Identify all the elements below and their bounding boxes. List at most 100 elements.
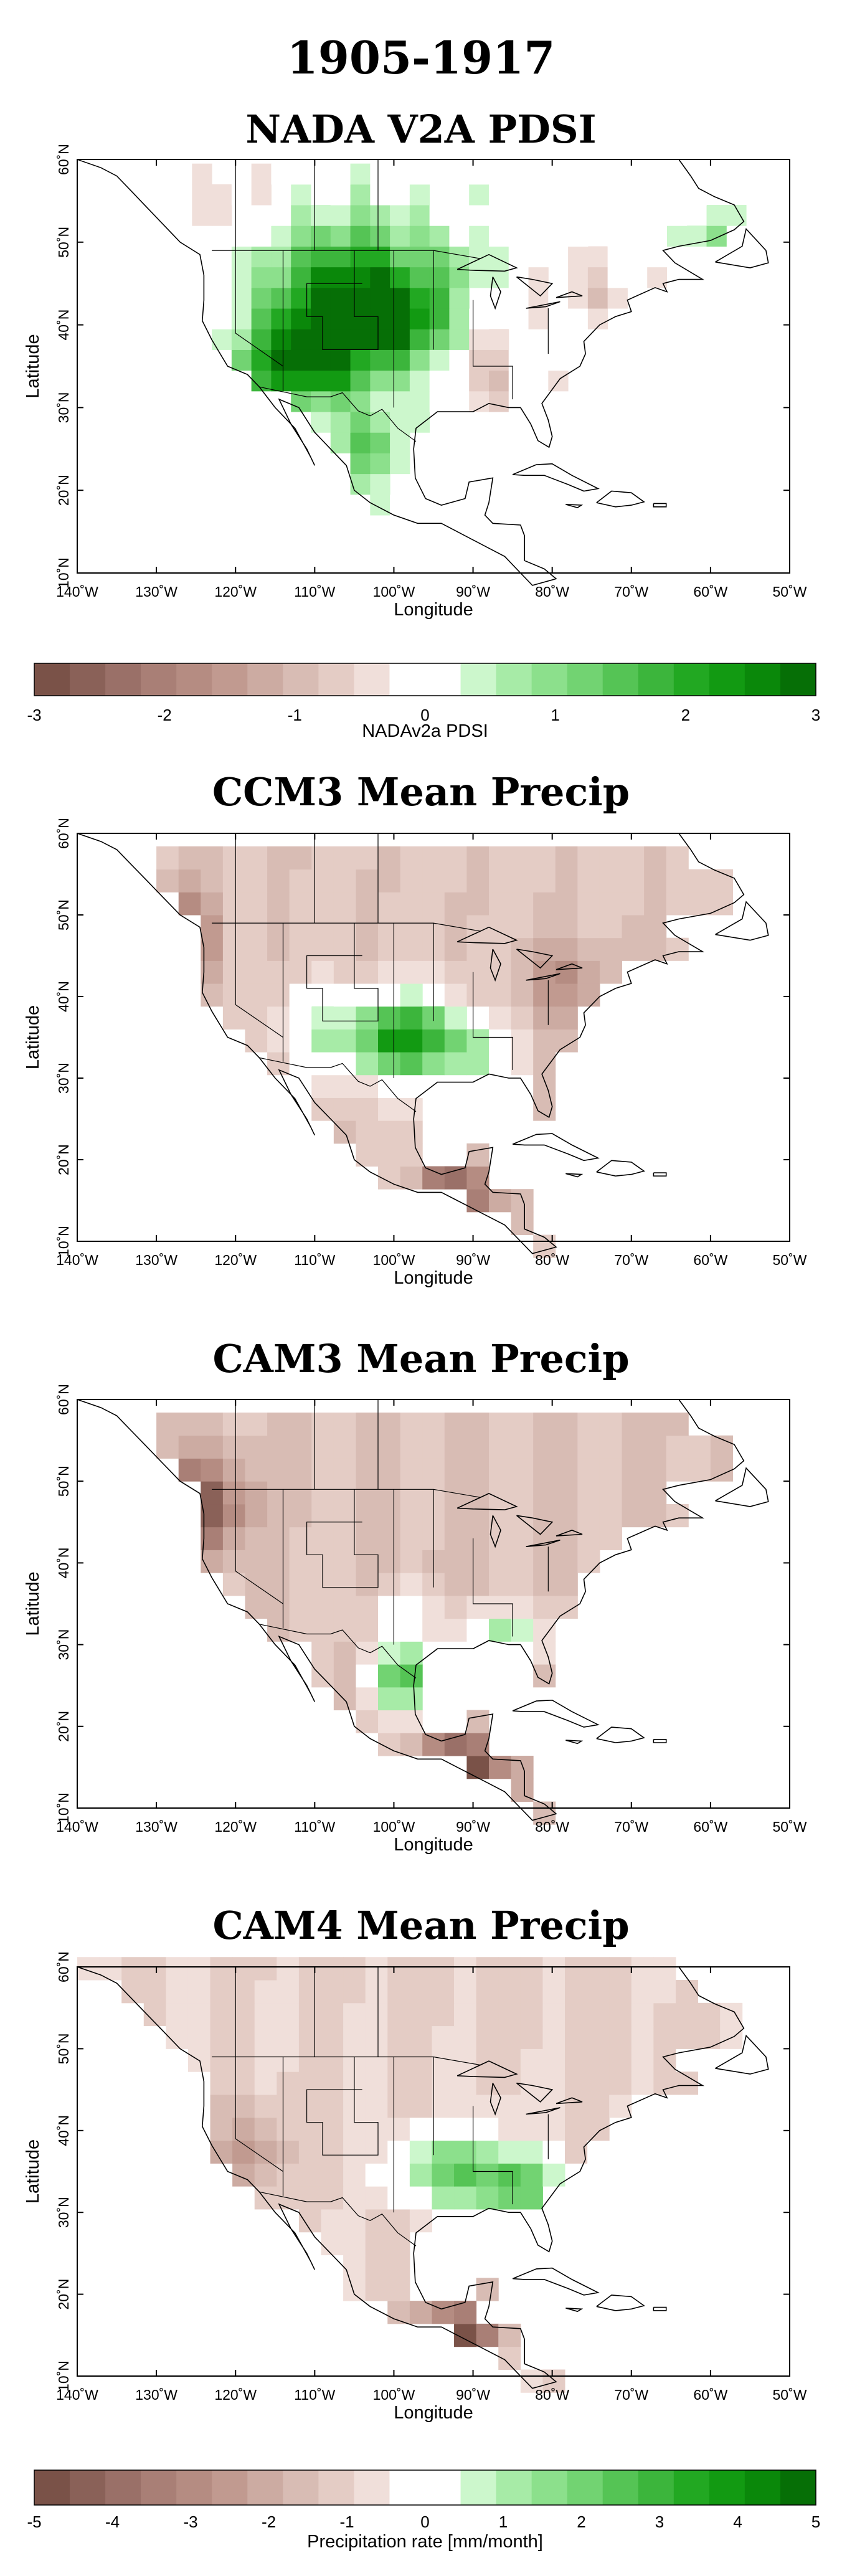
heatmap-cell xyxy=(528,205,549,226)
x-tick-label: 110˚W xyxy=(294,1819,335,1835)
heatmap-cell xyxy=(422,1733,445,1756)
heatmap-cell xyxy=(333,1120,356,1144)
heatmap-cell xyxy=(675,2072,699,2095)
heatmap-cell xyxy=(511,869,534,893)
heatmap-cell xyxy=(298,2140,322,2164)
heatmap-cell xyxy=(429,308,450,329)
x-tick-label: 60˚W xyxy=(693,1819,727,1835)
heatmap-cell xyxy=(321,2186,344,2210)
heatmap-cell xyxy=(488,1618,512,1642)
heatmap-cell xyxy=(488,1435,512,1459)
heatmap-cell xyxy=(422,1166,445,1190)
coastline-island xyxy=(715,901,769,941)
heatmap-cell xyxy=(488,163,509,185)
heatmap-cell xyxy=(267,1435,290,1459)
heatmap-cell xyxy=(498,2094,521,2118)
heatmap-cell xyxy=(201,1527,224,1550)
heatmap-cell xyxy=(378,846,401,870)
heatmap-cell xyxy=(245,846,268,870)
heatmap-cell xyxy=(688,892,711,916)
heatmap-cell xyxy=(350,370,371,392)
political-borders xyxy=(212,1399,549,1679)
heatmap-cell xyxy=(449,494,470,516)
coastlines xyxy=(77,1399,769,1821)
colorbar-tick-label: 3 xyxy=(655,2512,664,2531)
heatmap-cell xyxy=(333,892,356,916)
heatmap-cell xyxy=(330,432,351,453)
heatmap-cell xyxy=(387,2094,410,2118)
colorbar-swatch xyxy=(70,663,106,696)
colorbar-label: Precipitation rate [mm/month] xyxy=(307,2532,543,2552)
heatmap-cell xyxy=(343,2163,366,2187)
heatmap-cell xyxy=(178,869,201,893)
heatmap-cell xyxy=(565,2002,588,2027)
heatmap-cell xyxy=(378,1664,401,1688)
colorbar-swatch xyxy=(780,2470,816,2505)
heatmap-cell xyxy=(498,2002,521,2027)
heatmap-cell xyxy=(267,983,290,1007)
y-tick-label: 50˚N xyxy=(55,2033,72,2064)
colorbar-swatch xyxy=(744,2470,781,2505)
heatmap-cell xyxy=(121,1957,144,1981)
colorbar-swatch xyxy=(318,2470,354,2505)
heatmap-cell xyxy=(333,1481,356,1505)
y-tick-label: 10˚N xyxy=(55,1226,72,1257)
heatmap-cell xyxy=(289,1435,312,1459)
coastline-mainland xyxy=(77,1399,745,1821)
heatmap-cell xyxy=(254,2002,277,2027)
heatmap-cell xyxy=(528,329,549,350)
heatmap-cell xyxy=(378,1029,401,1053)
heatmap-cell xyxy=(469,308,490,329)
heatmap-cell xyxy=(192,163,212,185)
heatmap-cell xyxy=(409,2025,432,2049)
heatmap-cell xyxy=(469,184,490,206)
heatmap-cell xyxy=(511,892,534,916)
heatmap-cell xyxy=(466,960,490,984)
heatmap-cell xyxy=(542,2025,565,2049)
heatmap-cell xyxy=(277,2048,300,2072)
heatmap-cell xyxy=(245,1550,268,1573)
heatmap-cell xyxy=(356,1595,379,1619)
heatmap-cell xyxy=(201,1481,224,1505)
heatmap-cell xyxy=(333,1097,356,1121)
heatmap-cell xyxy=(370,473,390,495)
heatmap-cell xyxy=(400,1074,423,1098)
heatmap-cell xyxy=(555,915,578,939)
heatmap-cell xyxy=(356,915,379,939)
heatmap-cell xyxy=(232,2025,255,2049)
heatmap-cell xyxy=(298,2072,322,2095)
heatmap-cell xyxy=(267,1527,290,1550)
heatmap-cell xyxy=(310,225,331,247)
heatmap-cell xyxy=(488,1595,512,1619)
heatmap-cell xyxy=(365,2002,388,2027)
heatmap-cell xyxy=(267,1503,290,1528)
heatmap-cell xyxy=(565,2048,588,2072)
heatmap-cell xyxy=(609,2025,632,2049)
x-tick-label: 60˚W xyxy=(693,1252,727,1268)
heatmap-cell xyxy=(267,960,290,984)
heatmap-cell xyxy=(187,2002,211,2027)
heatmap-cell xyxy=(289,915,312,939)
heatmap-cell xyxy=(444,1573,467,1596)
heatmap-cell xyxy=(310,163,331,185)
colorbar-swatch xyxy=(709,2470,745,2505)
heatmap-cell xyxy=(310,205,331,226)
coastline-island xyxy=(516,276,554,297)
heatmap-cell xyxy=(333,1595,356,1619)
colorbar-pdsi: -3 -2 -1 0 1 2 3 NADAv2a PDSI xyxy=(27,663,820,741)
heatmap-cell xyxy=(706,225,727,247)
heatmap-cell xyxy=(432,2186,455,2210)
heatmap-cell xyxy=(533,892,556,916)
heatmap-cell xyxy=(631,1980,654,2004)
heatmap-cell xyxy=(356,1481,379,1505)
heatmap-cell xyxy=(688,1435,711,1459)
heatmap-cell xyxy=(245,1503,268,1528)
heatmap-cell xyxy=(330,391,351,412)
x-tick-label: 70˚W xyxy=(614,2387,648,2403)
heatmap-cell xyxy=(577,846,600,870)
colorbar-tick-label: -1 xyxy=(339,2512,354,2531)
heatmap-cell xyxy=(548,349,569,371)
heatmap-cell xyxy=(599,846,623,870)
heatmap-cell xyxy=(622,869,645,893)
heatmap-cell xyxy=(378,1435,401,1459)
